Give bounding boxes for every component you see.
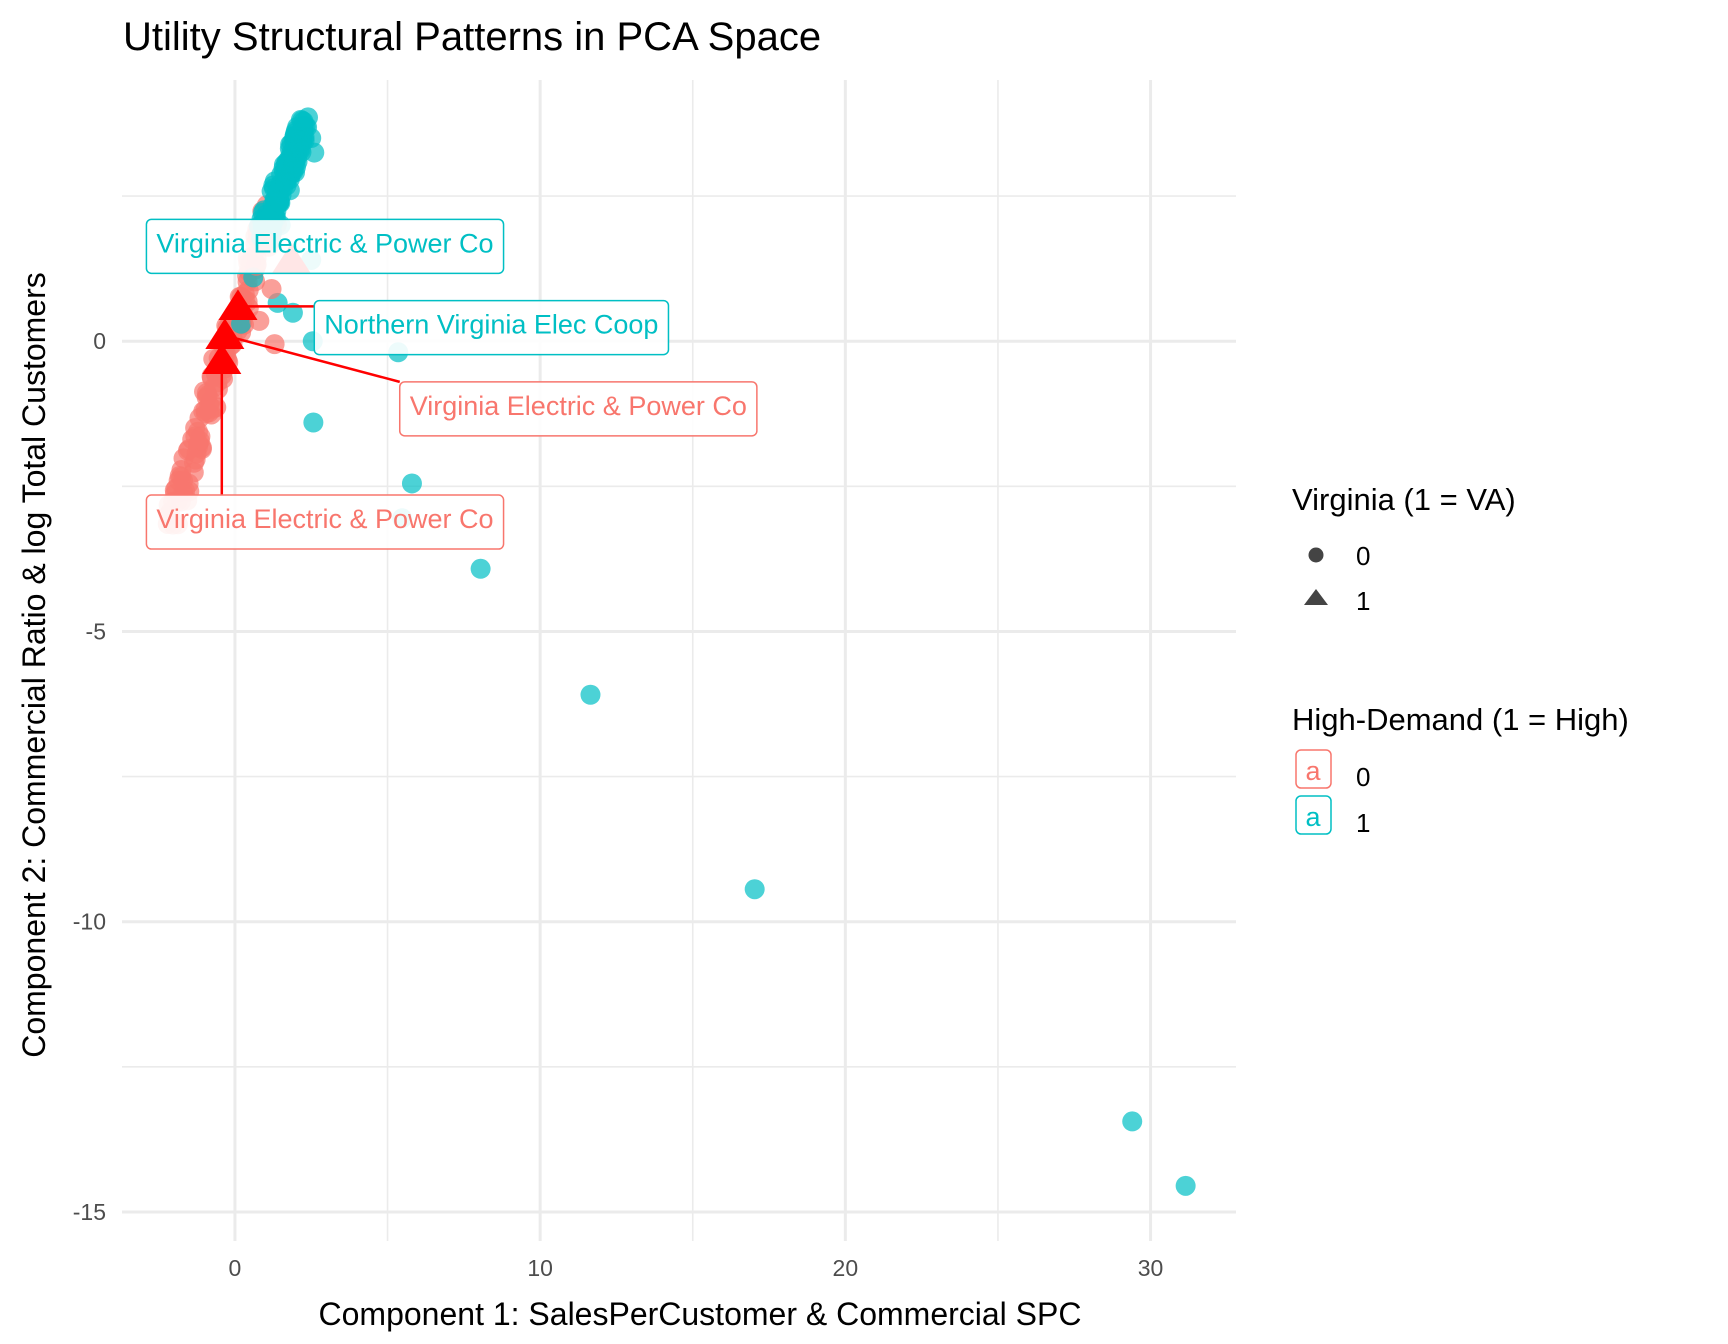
annotations: Virginia Electric & Power Co Northern Vir… bbox=[145, 218, 758, 550]
y-tick-label: -5 bbox=[86, 618, 106, 644]
legend-circle-icon bbox=[1308, 547, 1324, 563]
legend-key-box-0 bbox=[1295, 749, 1332, 789]
x-tick-label: 20 bbox=[833, 1255, 859, 1281]
data-point bbox=[292, 110, 313, 131]
legend-high-demand-title: High-Demand (1 = High) bbox=[1292, 702, 1629, 737]
legend-virginia-label-1: 1 bbox=[1356, 586, 1370, 616]
legend-high-demand-label-1: 1 bbox=[1356, 808, 1370, 838]
legend-virginia-title: Virginia (1 = VA) bbox=[1292, 482, 1516, 517]
y-tick-label: -10 bbox=[73, 909, 106, 935]
data-point bbox=[303, 412, 324, 433]
legend-key-glyph-1: a bbox=[1305, 802, 1321, 832]
data-point bbox=[580, 684, 601, 705]
grid bbox=[122, 80, 1236, 1241]
data-point bbox=[285, 157, 306, 178]
utility-label-box bbox=[313, 299, 670, 356]
y-tick-label: 0 bbox=[93, 328, 106, 354]
data-point-band bbox=[254, 200, 275, 221]
label-connector-line bbox=[224, 334, 401, 384]
utility-label-box bbox=[145, 218, 505, 275]
x-tick-label: 0 bbox=[229, 1255, 242, 1281]
data-point bbox=[401, 473, 422, 494]
data-point bbox=[1122, 1111, 1143, 1132]
y-axis-title: Component 2: Commercial Ratio & log Tota… bbox=[16, 272, 52, 1058]
utility-label-text: Virginia Electric & Power Co bbox=[156, 504, 493, 534]
utility-label-text: Northern Virginia Elec Coop bbox=[324, 310, 658, 340]
legend-key-glyph-0: a bbox=[1305, 756, 1321, 786]
x-axis-ticks: 0 10 20 30 bbox=[229, 1255, 1164, 1281]
legend-virginia-label-0: 0 bbox=[1356, 541, 1370, 571]
utility-label-text: Virginia Electric & Power Co bbox=[156, 228, 493, 258]
legend-triangle-icon bbox=[1304, 589, 1328, 605]
virginia-triangle-marker bbox=[202, 343, 242, 374]
data-point bbox=[304, 142, 325, 163]
utility-label-box bbox=[398, 381, 758, 437]
data-point bbox=[261, 278, 282, 299]
virginia-triangle-marker bbox=[205, 318, 245, 350]
y-axis-ticks: 0 -5 -10 -15 bbox=[73, 328, 106, 1225]
chart-title: Utility Structural Patterns in PCA Space bbox=[123, 15, 821, 59]
data-point bbox=[282, 302, 303, 323]
data-point bbox=[173, 470, 194, 491]
data-point-band bbox=[202, 398, 223, 419]
data-point bbox=[279, 180, 300, 201]
data-point bbox=[744, 879, 765, 900]
virginia-triangle-marker bbox=[218, 289, 258, 320]
data-point bbox=[470, 558, 491, 579]
data-point-band bbox=[173, 448, 194, 469]
data-point-band bbox=[182, 429, 203, 450]
data-point bbox=[1175, 1175, 1196, 1196]
utility-label-text: Virginia Electric & Power Co bbox=[410, 391, 747, 421]
x-axis-title: Component 1: SalesPerCustomer & Commerci… bbox=[319, 1296, 1082, 1332]
legend-virginia: Virginia (1 = VA) 0 1 bbox=[1292, 482, 1516, 616]
legend-high-demand: High-Demand (1 = High) a 0 a 1 bbox=[1292, 702, 1629, 838]
x-tick-label: 10 bbox=[527, 1255, 553, 1281]
y-tick-label: -15 bbox=[73, 1199, 106, 1225]
utility-label-box bbox=[145, 494, 505, 550]
x-tick-label: 30 bbox=[1138, 1255, 1164, 1281]
legend-key-box-1 bbox=[1295, 795, 1332, 835]
legend-high-demand-label-0: 0 bbox=[1356, 762, 1370, 792]
